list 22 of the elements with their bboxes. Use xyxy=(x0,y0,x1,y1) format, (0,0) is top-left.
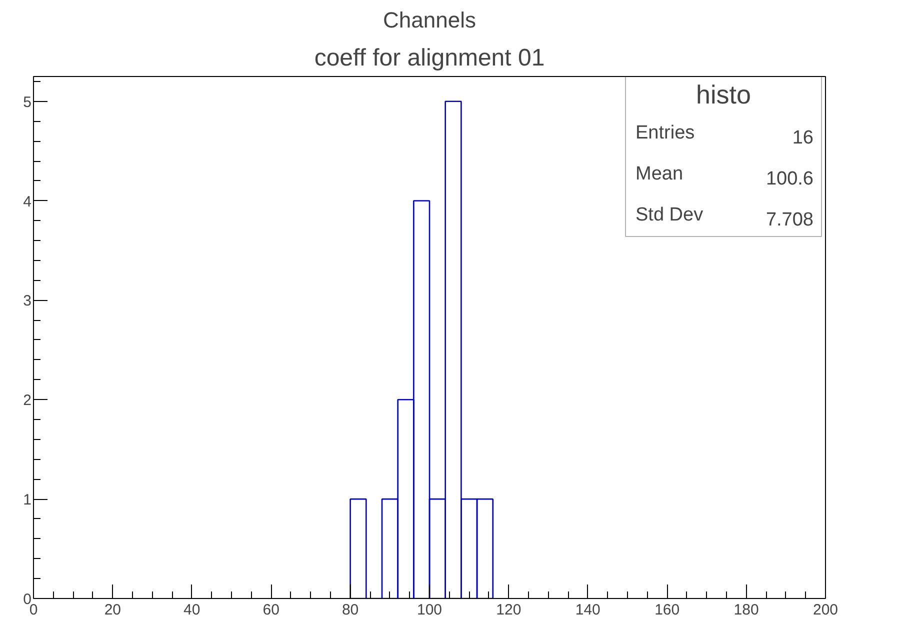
x-tick-label: 120 xyxy=(496,602,522,618)
text: Entries 16 xyxy=(636,122,814,148)
x-tick-label: 140 xyxy=(575,602,600,618)
y-tick-label: 5 xyxy=(23,94,32,111)
x-tick-label: 60 xyxy=(262,602,280,618)
x-tick-label: 80 xyxy=(342,602,359,618)
y-tick-label: 0 xyxy=(23,591,32,608)
text: Std Dev 7.708 xyxy=(636,204,814,230)
x-tick-label: 100 xyxy=(416,602,442,618)
x-tick-label: 20 xyxy=(104,602,122,618)
y-tick-label: 4 xyxy=(23,193,32,210)
x-tick-label: 40 xyxy=(184,602,200,618)
chart-title: coeff for alignment 01 xyxy=(314,44,545,72)
x-tick-label: 200 xyxy=(812,602,838,618)
y-tick-label: 2 xyxy=(23,392,32,410)
x-tick-label: 160 xyxy=(654,602,680,618)
y-tick-label: 3 xyxy=(23,292,32,310)
text: Mean 100.6 xyxy=(636,164,814,190)
annotation: histo xyxy=(696,80,751,110)
x-tick-label: 180 xyxy=(734,602,759,618)
y-tick-label: 1 xyxy=(23,492,32,509)
text: Channels xyxy=(383,8,476,32)
